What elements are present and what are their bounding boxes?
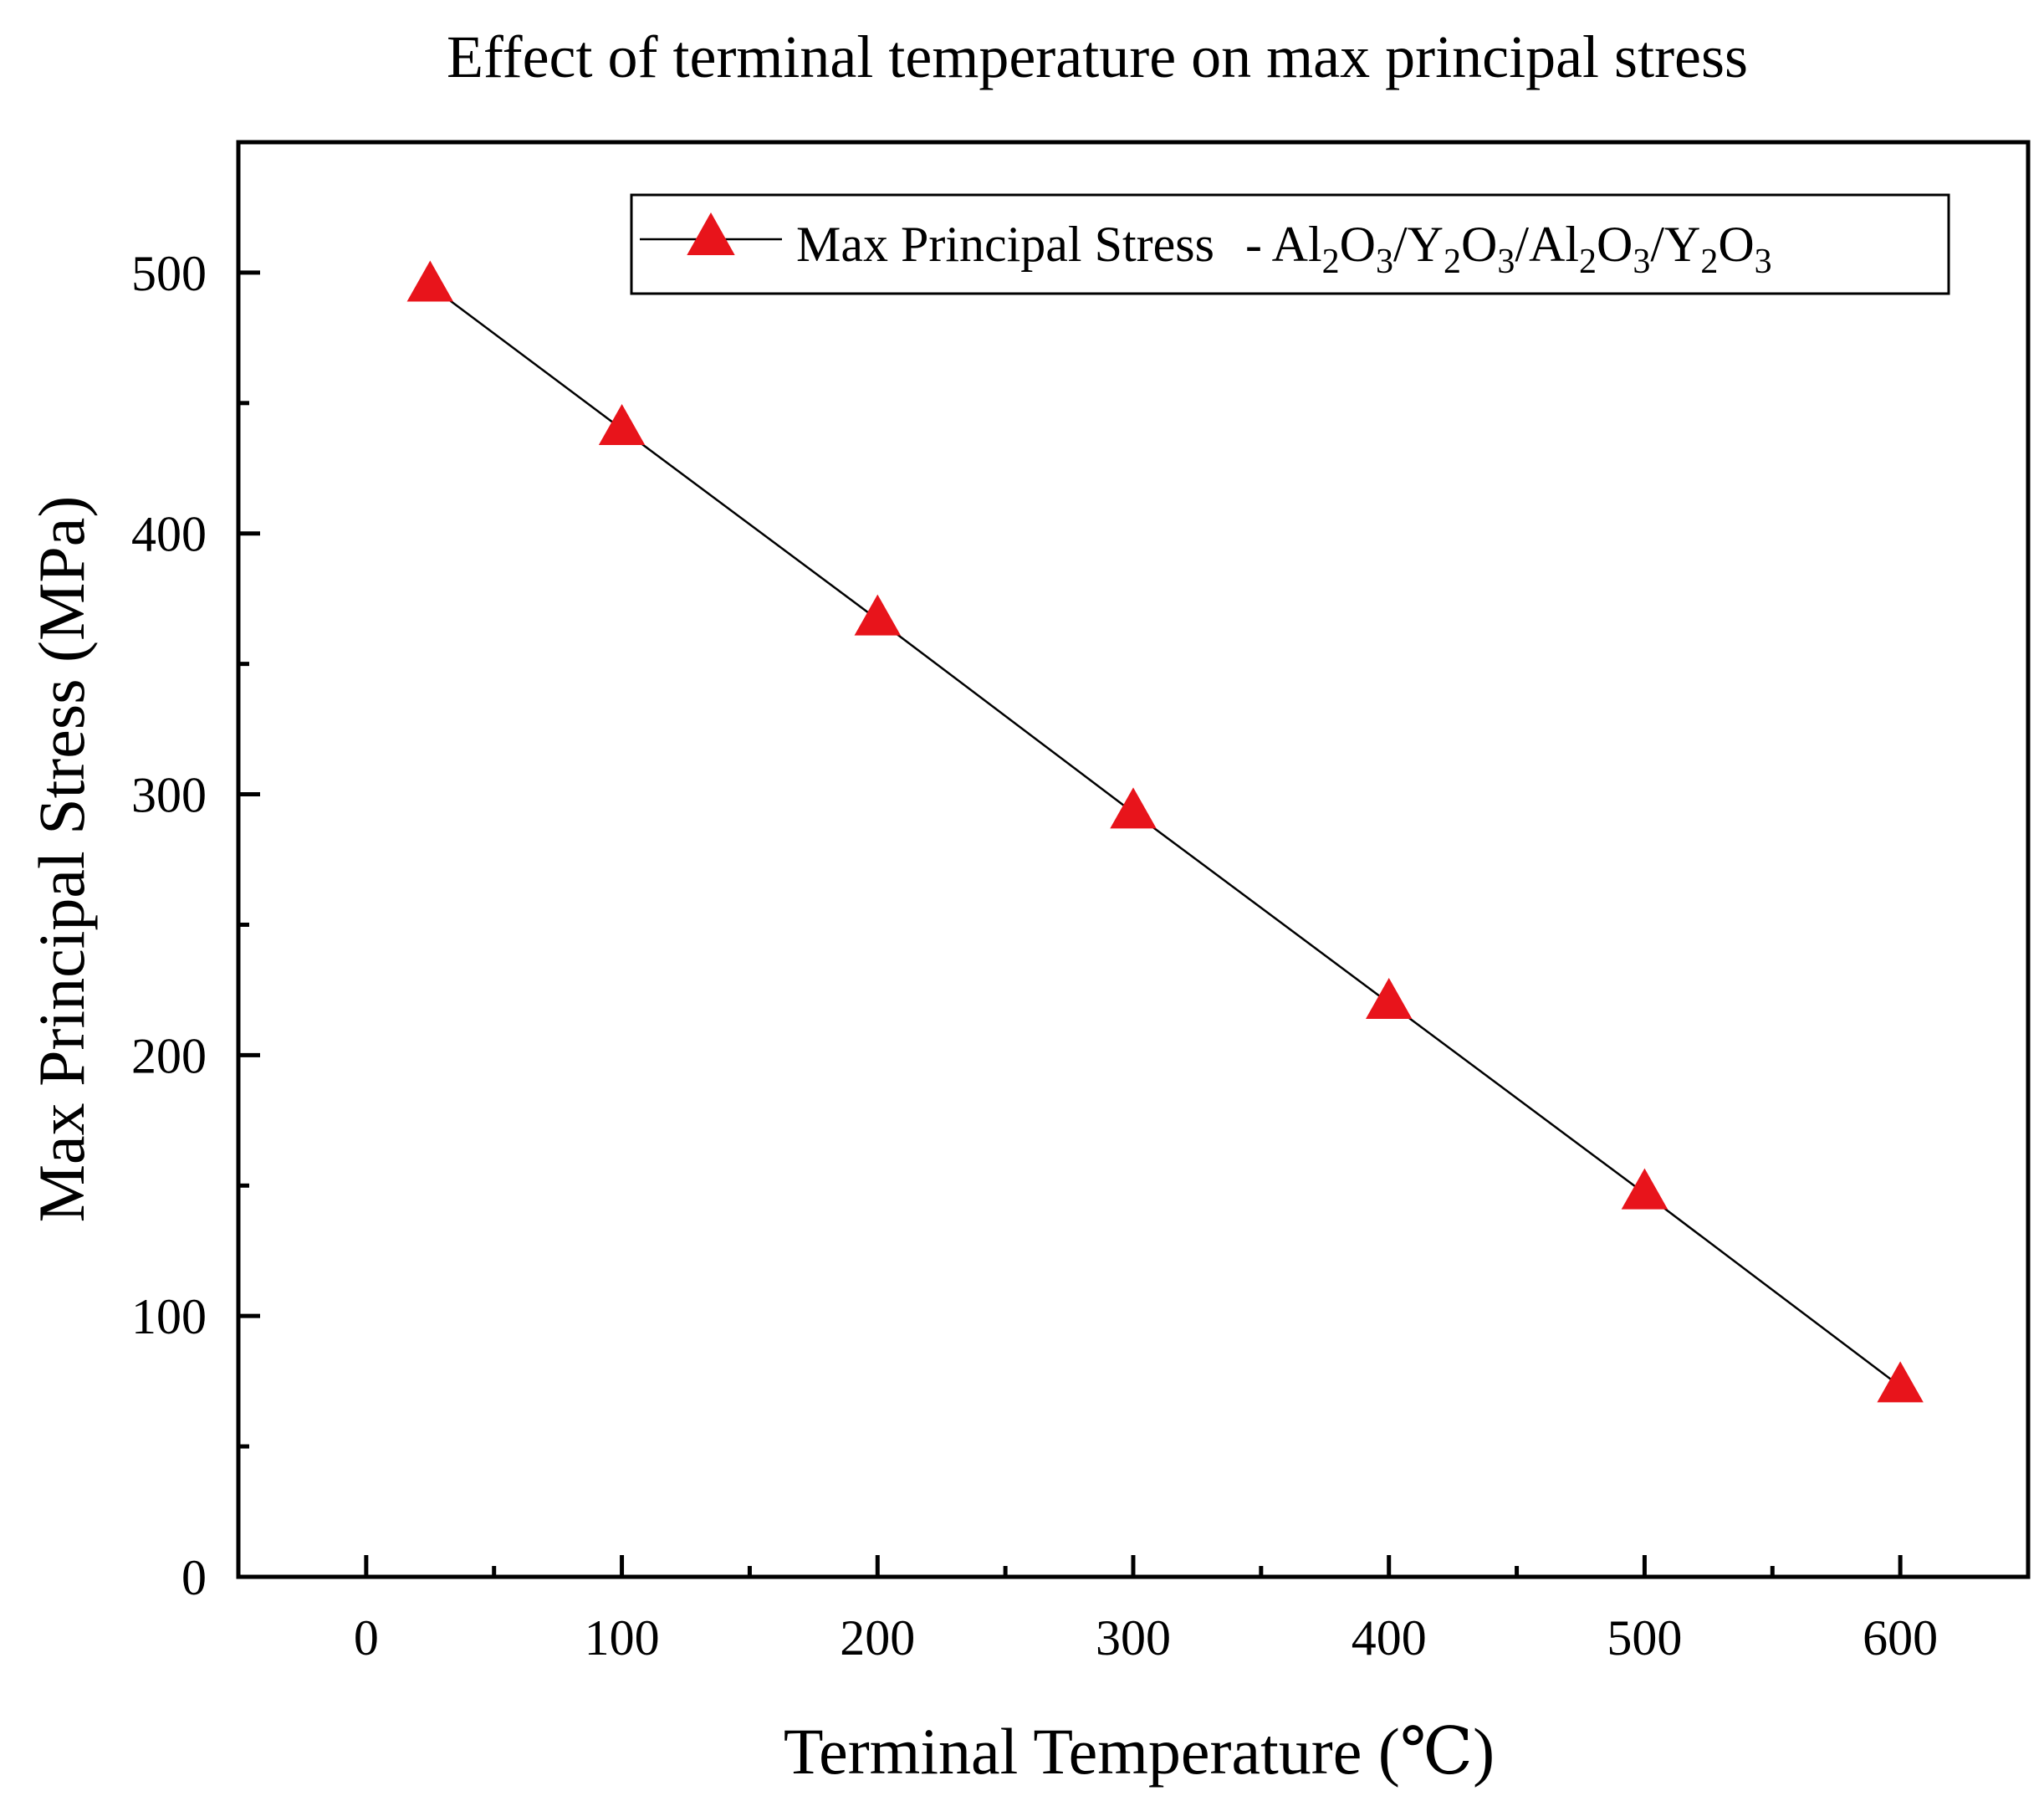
data-point-marker <box>598 403 646 445</box>
data-point-marker <box>1877 1361 1924 1403</box>
legend-series-formula: - Al2O3/Y2O3/Al2O3/Y2O3 <box>1233 217 1772 281</box>
legend-formula-subscript: 3 <box>1755 243 1772 281</box>
legend-formula-text: /Y <box>1393 217 1444 272</box>
x-tick-label: 0 <box>354 1610 379 1666</box>
series-layer <box>406 260 1924 1403</box>
chart-title: Effect of terminal temperature on max pr… <box>447 23 1748 90</box>
legend-formula-subscript: 2 <box>1579 243 1597 281</box>
y-tick-label: 500 <box>131 246 207 301</box>
y-tick-label: 400 <box>131 507 207 562</box>
legend-formula-text: O <box>1597 217 1633 272</box>
data-point-marker <box>1621 1168 1668 1210</box>
legend-series-name: Max Principal Stress <box>796 217 1214 272</box>
x-tick-label: 300 <box>1096 1610 1171 1666</box>
legend-box <box>630 193 1950 295</box>
data-point-marker <box>854 594 901 636</box>
legend-formula-text: O <box>1718 217 1754 272</box>
x-tick-label: 100 <box>585 1610 660 1666</box>
legend-formula-subscript: 2 <box>1444 243 1461 281</box>
legend-formula-text: O <box>1461 217 1497 272</box>
y-tick-label: 300 <box>131 768 207 823</box>
legend: Max Principal Stress - Al2O3/Y2O3/Al2O3/… <box>630 193 1950 295</box>
y-axis-ticks: 0 100 200 300 400 500 <box>131 246 260 1605</box>
plot-frame <box>236 140 2031 1579</box>
x-axis-label: Terminal Temperature (℃) <box>784 1715 1495 1788</box>
data-point-marker <box>1366 977 1413 1019</box>
y-tick-label: 100 <box>131 1289 207 1344</box>
y-tick-label: 0 <box>181 1550 207 1605</box>
legend-formula-subscript: 3 <box>1497 243 1515 281</box>
data-point-marker <box>406 260 453 302</box>
legend-formula-text: /Al <box>1515 217 1579 272</box>
series-line <box>429 284 1901 1388</box>
legend-formula-subscript: 3 <box>1633 243 1650 281</box>
legend-label: Max Principal Stress - Al2O3/Y2O3/Al2O3/… <box>796 217 1772 281</box>
x-tick-label: 500 <box>1607 1610 1682 1666</box>
y-axis-label: Max Principal Stress (MPa) <box>25 496 98 1223</box>
y-tick-label: 200 <box>131 1028 207 1083</box>
x-tick-label: 600 <box>1863 1610 1938 1666</box>
x-tick-label: 400 <box>1352 1610 1427 1666</box>
legend-formula-subscript: 2 <box>1700 243 1718 281</box>
x-axis-ticks: 0 100 200 300 400 500 600 <box>354 1555 1938 1666</box>
legend-formula-subscript: 3 <box>1376 243 1393 281</box>
data-point-marker <box>1110 787 1157 829</box>
legend-marker <box>687 212 735 255</box>
legend-formula-text: O <box>1340 217 1376 272</box>
legend-formula-text: /Y <box>1650 217 1700 272</box>
legend-formula-subscript: 2 <box>1322 243 1340 281</box>
legend-formula-text: - Al <box>1233 217 1322 272</box>
x-tick-label: 200 <box>840 1610 915 1666</box>
